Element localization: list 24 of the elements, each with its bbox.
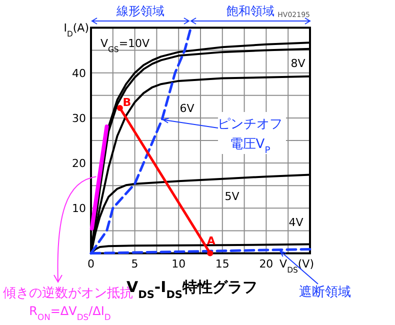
annotation: 電圧V$_{P}$ — [230, 137, 271, 156]
annotation: 6V — [180, 102, 195, 115]
x-tick-label: 5 — [131, 257, 138, 270]
x-tick-label: 10 — [172, 257, 186, 270]
x-axis-title: V$_{DS}$(V) — [280, 257, 314, 274]
annotation: 遮断領域 — [299, 285, 351, 300]
x-tick-label: 20 — [259, 257, 274, 270]
y-tick-label: 40 — [72, 66, 86, 80]
x-tick-label: 15 — [215, 257, 230, 270]
annotation: ピンチオフ — [218, 117, 282, 132]
text: 線形領域 — [116, 4, 164, 18]
text: R$_{ON}$=ΔV$_{DS}$/ΔI$_{D}$ — [29, 304, 111, 322]
annotation: B — [122, 96, 132, 110]
annotation: 4V — [288, 216, 304, 229]
annotation: A — [206, 234, 216, 248]
y-axis-title: I$_{D}$(A) — [64, 22, 89, 38]
y-tick-label: 20 — [72, 157, 86, 170]
annotation: 5V — [224, 190, 240, 203]
y-tick-label: 30 — [72, 112, 86, 125]
y-tick-label: 10 — [72, 202, 86, 216]
x-tick-label: 0 — [88, 257, 94, 270]
annotation: V$_{GS}$=10V — [100, 37, 150, 54]
text: 飽和領域 — [226, 4, 274, 18]
annotation: 8V — [290, 57, 306, 70]
